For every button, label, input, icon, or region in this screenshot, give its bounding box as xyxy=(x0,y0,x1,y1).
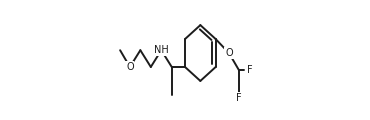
Text: F: F xyxy=(247,65,253,75)
Text: F: F xyxy=(236,93,242,103)
Text: NH: NH xyxy=(154,45,169,55)
Text: O: O xyxy=(126,62,134,72)
Text: O: O xyxy=(225,48,233,58)
